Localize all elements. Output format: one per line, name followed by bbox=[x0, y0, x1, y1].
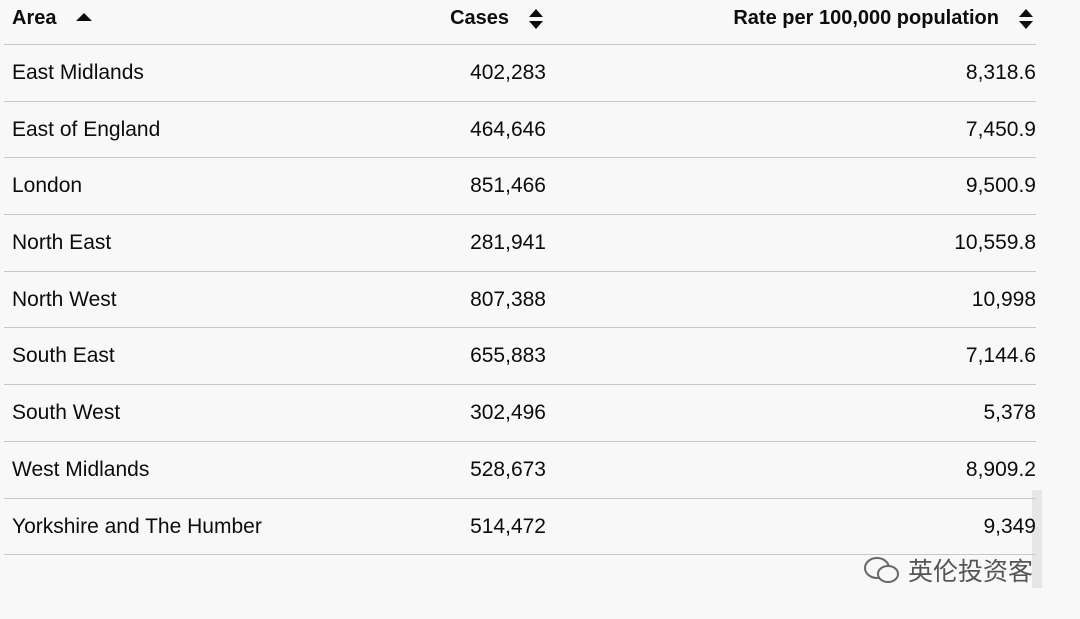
sort-icon[interactable] bbox=[1018, 8, 1034, 32]
watermark-text: 英伦投资客 bbox=[908, 558, 1034, 586]
table-cell: 464,646 bbox=[470, 117, 546, 141]
table-row: West Midlands 528,673 8,909.2 bbox=[4, 442, 1036, 499]
table-row: North West 807,388 10,998 bbox=[4, 272, 1036, 329]
table-cell: 655,883 bbox=[470, 344, 546, 368]
table-cell: London bbox=[12, 174, 83, 198]
table-cell: North West bbox=[12, 287, 117, 311]
table-cell: North East bbox=[12, 231, 112, 255]
table-cell: 851,466 bbox=[470, 174, 546, 198]
sort-asc-icon[interactable] bbox=[74, 8, 94, 28]
table-cell: 9,500.9 bbox=[965, 174, 1036, 198]
watermark: 英伦投资客 bbox=[862, 552, 1033, 588]
table-row: North East 281,941 10,559.8 bbox=[4, 215, 1036, 272]
table-cell: 528,673 bbox=[470, 457, 546, 481]
table-row: Yorkshire and The Humber 514,472 9,349 bbox=[4, 499, 1036, 556]
table: Area Cases Rate per 100,000 population E… bbox=[4, 0, 1036, 556]
table-cell: 10,998 bbox=[971, 287, 1036, 311]
table-row: London 851,466 9,500.9 bbox=[4, 158, 1036, 216]
table-cell: 8,318.6 bbox=[965, 61, 1036, 84]
table-cell: 5,378 bbox=[983, 401, 1036, 425]
header-cell[interactable]: Area bbox=[12, 7, 57, 29]
table-cell: 9,349 bbox=[983, 514, 1036, 538]
table-cell: 7,450.9 bbox=[965, 117, 1036, 141]
header-cell[interactable]: Rate per 100,000 population bbox=[733, 7, 999, 29]
table-cell: East of England bbox=[12, 117, 161, 141]
header-cell[interactable]: Cases bbox=[450, 7, 509, 29]
table-cell: 302,496 bbox=[470, 401, 546, 425]
table-row: East of England 464,646 7,450.9 bbox=[4, 102, 1036, 159]
table-cell: 402,283 bbox=[470, 61, 546, 84]
table-cell: West Midlands bbox=[12, 457, 150, 481]
table-cell: 8,909.2 bbox=[965, 457, 1036, 481]
table-cell: 10,559.8 bbox=[954, 231, 1036, 255]
table-cell: Yorkshire and The Humber bbox=[12, 514, 262, 538]
sort-icon[interactable] bbox=[528, 8, 544, 32]
table-cell: South East bbox=[12, 344, 115, 368]
table-cell: 7,144.6 bbox=[965, 344, 1036, 368]
scrollbar bbox=[1032, 490, 1042, 588]
table-cell: South West bbox=[12, 401, 121, 425]
table-row: South East 655,883 7,144.6 bbox=[4, 328, 1036, 386]
table-row: South West 302,496 5,378 bbox=[4, 385, 1036, 442]
table-cell: East Midlands bbox=[12, 61, 144, 84]
table-row: East Midlands 402,283 8,318.6 bbox=[4, 45, 1036, 102]
wechat-icon bbox=[864, 557, 899, 583]
table-cell: 514,472 bbox=[470, 514, 546, 538]
table-cell: 281,941 bbox=[470, 231, 546, 255]
header-row: Area Cases Rate per 100,000 population bbox=[4, 0, 1036, 45]
table-cell: 807,388 bbox=[470, 287, 546, 311]
